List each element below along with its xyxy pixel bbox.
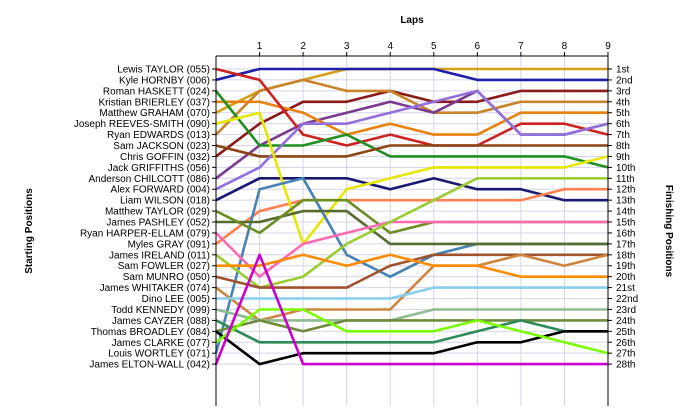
starting-position-label: Anderson CHILCOTT (086) xyxy=(88,174,210,185)
starting-position-label: Alex FORWARD (004) xyxy=(111,185,210,196)
series-line-23 xyxy=(215,308,608,322)
series-line-3 xyxy=(215,89,608,158)
finishing-position-label: 15th xyxy=(616,218,635,229)
starting-position-label: Lewis TAYLOR (055) xyxy=(117,65,210,76)
finishing-position-label: 12th xyxy=(616,185,635,196)
starting-position-label: Thomas BROADLEY (084) xyxy=(91,327,210,338)
starting-position-label: Roman HASKETT (024) xyxy=(103,86,210,97)
series-line-10 xyxy=(215,89,609,191)
starting-position-label: Dino LEE (005) xyxy=(142,294,210,305)
finishing-position-label: 11th xyxy=(616,174,635,185)
plot-background xyxy=(216,56,608,406)
x-tick-labels: 1 2 3 4 5 6 7 8 9 xyxy=(257,41,611,52)
finishing-position-label: 6th xyxy=(616,119,630,130)
starting-position-label: Matthew GRAHAM (070) xyxy=(99,108,210,119)
finishing-position-label: 9th xyxy=(616,152,630,163)
finishing-position-label: 25th xyxy=(616,327,635,338)
starting-position-label: Joseph REEVES-SMITH (090) xyxy=(74,119,210,130)
series-layer xyxy=(214,67,609,366)
finishing-position-label: 21st xyxy=(616,283,635,294)
finishing-position-label: 28th xyxy=(616,360,635,371)
starting-position-label: Liam WILSON (018) xyxy=(120,196,210,207)
series-line-7 xyxy=(215,67,609,147)
series-line-22 xyxy=(216,253,608,279)
series-line-24 xyxy=(215,319,608,333)
starting-position-label: Chris GOFFIN (032) xyxy=(120,152,210,163)
finishing-position-label: 14th xyxy=(616,207,635,218)
y-axis-label-right: Finishing Positions xyxy=(663,185,674,278)
finishing-position-label: 22nd xyxy=(616,294,638,305)
finishing-position-label: 8th xyxy=(616,141,630,152)
x-tick-label: 8 xyxy=(562,41,568,52)
finishing-position-label: 7th xyxy=(616,130,630,141)
starting-position-label: Kyle HORNBY (006) xyxy=(119,75,210,86)
finishing-position-label: 5th xyxy=(616,108,630,119)
series-line-28 xyxy=(214,253,608,366)
finishing-position-label: 4th xyxy=(616,97,630,108)
series-line-4 xyxy=(215,78,608,136)
finishing-position-label: 17th xyxy=(616,239,635,250)
starting-position-label: James PASHLEY (052) xyxy=(106,218,210,229)
finishing-position-label: 18th xyxy=(616,250,635,261)
series-line-18 xyxy=(215,177,608,289)
x-tick-label: 5 xyxy=(431,41,437,52)
chart-title: Laps xyxy=(400,15,424,26)
starting-position-label: Sam FOWLER (027) xyxy=(118,261,210,272)
finishing-position-label: 13th xyxy=(616,196,635,207)
starting-position-label: James WHITAKER (074) xyxy=(100,283,210,294)
starting-position-label: Todd KENNEDY (099) xyxy=(111,305,210,316)
finishing-position-label: 20th xyxy=(616,272,635,283)
finishing-position-label: 19th xyxy=(616,261,635,272)
starting-position-label: Myles GRAY (091) xyxy=(128,239,210,250)
finishing-position-labels: 1st2nd3rd4th5th6th7th8th9th10th11th12th1… xyxy=(616,65,638,371)
series-line-21 xyxy=(216,286,608,300)
starting-position-label: James CAYZER (088) xyxy=(112,316,210,327)
y-axis-label-left: Starting Positions xyxy=(24,188,35,274)
starting-position-label: Ryan EDWARDS (013) xyxy=(107,130,210,141)
starting-position-label: Sam MUNRO (050) xyxy=(123,272,210,283)
x-tick-label: 7 xyxy=(518,41,524,52)
starting-position-label: Kristian BRIERLEY (037) xyxy=(98,97,210,108)
axes xyxy=(212,52,612,406)
starting-position-label: Ryan HARPER-ELLAM (079) xyxy=(80,228,210,239)
x-tick-label: 6 xyxy=(475,41,481,52)
starting-position-labels: Lewis TAYLOR (055)Kyle HORNBY (006)Roman… xyxy=(74,65,210,371)
starting-position-label: James ELTON-WALL (042) xyxy=(89,360,210,371)
x-tick-label: 4 xyxy=(387,41,393,52)
finishing-position-label: 26th xyxy=(616,338,635,349)
starting-position-label: James CLARKE (077) xyxy=(112,338,210,349)
starting-position-label: Matthew TAYLOR (029) xyxy=(105,207,210,218)
finishing-position-label: 27th xyxy=(616,349,635,360)
series-line-2 xyxy=(215,67,608,82)
x-tick-label: 2 xyxy=(300,41,306,52)
finishing-position-label: 16th xyxy=(616,228,635,239)
finishing-position-label: 10th xyxy=(616,163,635,174)
x-tick-label: 1 xyxy=(257,41,263,52)
x-tick-label: 9 xyxy=(605,41,611,52)
x-tick-label: 3 xyxy=(344,41,350,52)
series-line-13 xyxy=(215,111,609,246)
finishing-position-label: 2nd xyxy=(616,75,633,86)
series-line-9 xyxy=(215,144,608,158)
finishing-position-label: 23rd xyxy=(616,305,636,316)
finishing-position-label: 24th xyxy=(616,316,635,327)
starting-position-label: Jack GRIFFITHS (056) xyxy=(108,163,210,174)
finishing-position-label: 1st xyxy=(616,65,630,76)
starting-position-label: James IRELAND (011) xyxy=(109,250,210,261)
series-line-20 xyxy=(215,253,609,322)
finishing-position-label: 3rd xyxy=(616,86,630,97)
starting-position-label: Louis WORTLEY (071) xyxy=(108,349,210,360)
series-line-12 xyxy=(215,187,608,245)
starting-position-label: Sam JACKSON (023) xyxy=(113,141,210,152)
series-line-25 xyxy=(215,319,608,344)
